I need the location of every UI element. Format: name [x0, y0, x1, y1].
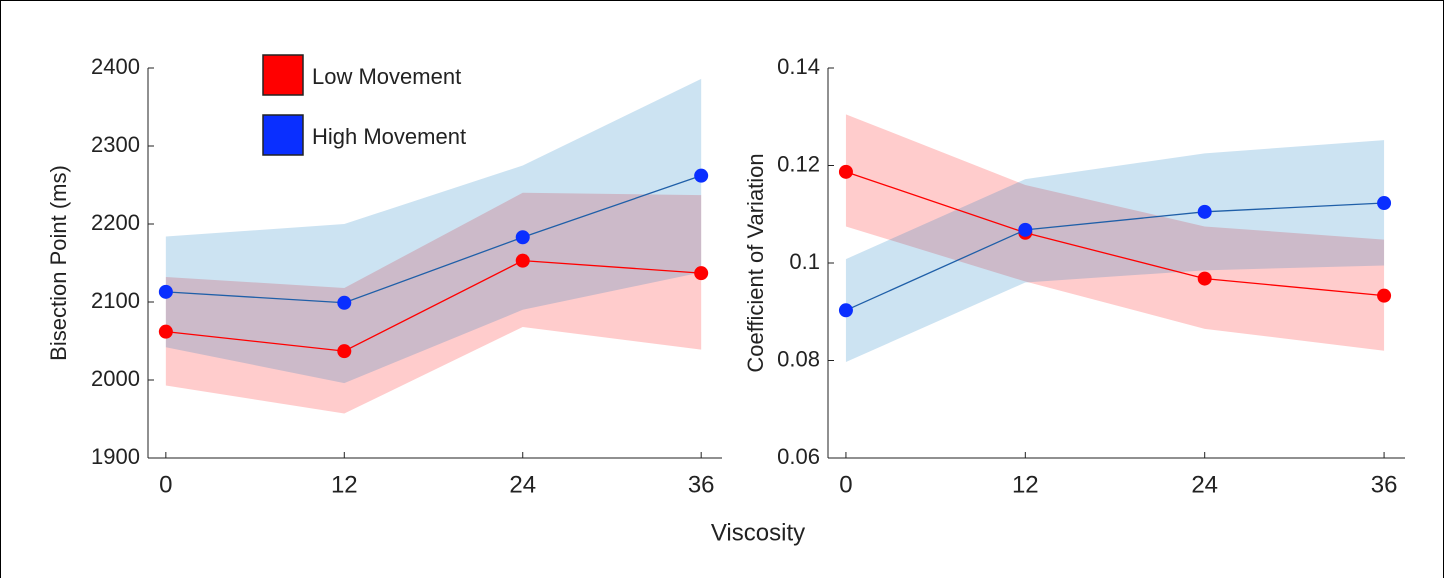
- y-tick-label: 0.1: [789, 249, 820, 274]
- confidence-band: [845, 114, 1385, 351]
- x-tick-label: 12: [1012, 471, 1039, 498]
- data-point: [337, 344, 352, 359]
- data-point: [1377, 288, 1392, 303]
- y-tick-label: 1900: [91, 444, 140, 469]
- legend-swatch: [262, 114, 304, 156]
- y-tick-label: 0.06: [777, 444, 820, 469]
- x-tick-label: 36: [688, 471, 715, 498]
- x-tick-label: 0: [839, 471, 852, 498]
- series-line: [845, 171, 1385, 297]
- data-point: [515, 230, 530, 245]
- data-point: [1197, 204, 1212, 219]
- y-tick-label: 2000: [91, 366, 140, 391]
- x-tick-label: 24: [1191, 471, 1218, 498]
- data-point: [694, 168, 709, 183]
- y-tick-label: 2100: [91, 288, 140, 313]
- data-point: [838, 303, 853, 318]
- x-tick-label: 24: [509, 471, 536, 498]
- confidence-band: [165, 192, 702, 414]
- legend-label: Low Movement: [312, 64, 461, 89]
- y-axis-label: Bisection Point (ms): [46, 165, 71, 361]
- confidence-band: [165, 78, 702, 384]
- series-line: [845, 202, 1385, 311]
- x-tick-label: 12: [331, 471, 358, 498]
- series-line: [165, 259, 702, 352]
- data-point: [1377, 196, 1392, 211]
- data-point: [1197, 271, 1212, 286]
- data-point: [1018, 222, 1033, 237]
- y-axis-label: Coefficient of Variation: [743, 153, 768, 372]
- x-tick-label: 0: [159, 471, 172, 498]
- y-tick-label: 2400: [91, 54, 140, 79]
- data-point: [515, 253, 530, 268]
- y-tick-label: 0.14: [777, 54, 820, 79]
- data-point: [158, 324, 173, 339]
- confidence-band: [845, 140, 1385, 362]
- legend-label: High Movement: [312, 124, 466, 149]
- data-point: [838, 164, 853, 179]
- x-tick-label: 36: [1371, 471, 1398, 498]
- y-tick-label: 2200: [91, 210, 140, 235]
- data-point: [694, 266, 709, 281]
- series-line: [165, 175, 702, 304]
- y-tick-label: 2300: [91, 132, 140, 157]
- y-tick-label: 0.12: [777, 151, 820, 176]
- x-axis-label: Viscosity: [711, 519, 805, 546]
- y-tick-label: 0.08: [777, 346, 820, 371]
- data-point: [337, 295, 352, 310]
- legend-swatch: [262, 54, 304, 96]
- data-point: [158, 284, 173, 299]
